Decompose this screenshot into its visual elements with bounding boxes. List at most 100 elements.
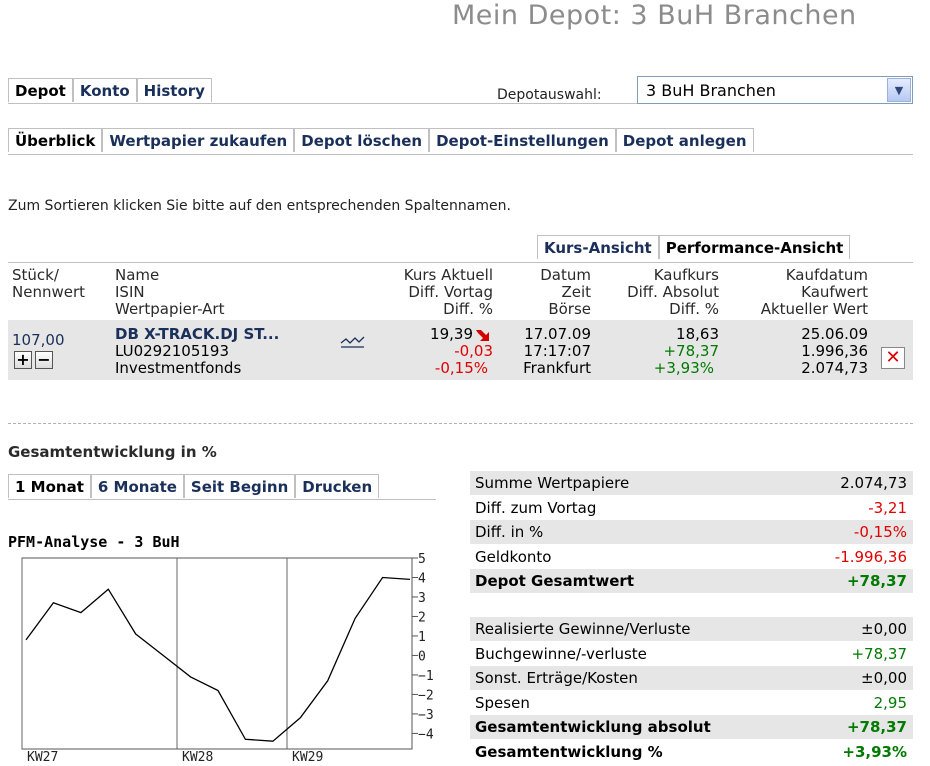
header-name[interactable]: Name ISIN Wertpapier-Art <box>115 267 224 318</box>
tab-depot-loeschen[interactable]: Depot löschen <box>294 128 430 152</box>
summary-label: Sonst. Erträge/Kosten <box>475 669 638 687</box>
sort-hint: Zum Sortieren klicken Sie bitte auf den … <box>8 198 511 214</box>
header-stueck[interactable]: Stück/ Nennwert <box>12 267 85 301</box>
tab-performance-ansicht[interactable]: Performance-Ansicht <box>658 235 851 259</box>
header-isin-line: ISIN <box>115 283 145 301</box>
pfm-chart: KW27 KW28 KW29 5 4 3 2 1 0 −1 −2 −3 −4 <box>21 552 434 764</box>
main-tabs: Depot Konto History <box>8 78 212 102</box>
main-tabs-divider <box>8 103 910 104</box>
summary-label: Gesamtentwicklung % <box>475 742 663 761</box>
summary-value: ±0,00 <box>861 620 907 638</box>
page-title: Mein Depot: 3 BuH Branchen <box>452 0 857 31</box>
row-kaufdatum: 25.06.09 <box>801 325 868 343</box>
summary-label: Diff. zum Vortag <box>475 498 597 517</box>
depot-select[interactable]: 3 BuH Branchen ▼ <box>637 76 913 104</box>
row-name-link[interactable]: DB X-TRACK.DJ ST... <box>115 325 280 343</box>
header-diff-absolut-line: Diff. Absolut <box>627 283 719 301</box>
summary-row: Gesamtentwicklung absolut +78,37 <box>470 715 913 739</box>
summary-value: -0,15% <box>853 523 907 541</box>
summary-row: Realisierte Gewinne/Verluste ±0,00 <box>470 617 913 641</box>
header-kaufkurs-line: Kaufkurs <box>653 266 719 284</box>
row-isin: LU0292105193 <box>115 342 230 360</box>
view-tabs-divider <box>8 262 913 263</box>
tab-seit-beginn[interactable]: Seit Beginn <box>183 474 296 498</box>
chart-y-tick-label: 5 <box>418 552 426 567</box>
row-kurs: 19,39 <box>430 325 473 343</box>
summary-row: Buchgewinne/-verluste +78,37 <box>470 642 913 666</box>
minus-button[interactable]: − <box>35 351 53 369</box>
summary-row: Summe Wertpapiere 2.074,73 <box>470 471 913 495</box>
section-divider <box>8 423 913 424</box>
table-row <box>8 320 913 380</box>
sub-tabs-divider <box>8 154 913 155</box>
chart-y-tick-label: −2 <box>418 688 434 703</box>
header-diff-pct2-line: Diff. % <box>669 300 719 318</box>
row-aktueller-wert: 2.074,73 <box>801 359 868 377</box>
row-art: Investmentfonds <box>115 359 242 377</box>
header-nennwert-line: Nennwert <box>12 283 86 301</box>
tab-kurs-ansicht[interactable]: Kurs-Ansicht <box>537 235 659 259</box>
chart-y-tick-label: 3 <box>418 591 426 606</box>
summary-label: Realisierte Gewinne/Verluste <box>475 620 691 638</box>
header-kaufdatum[interactable]: Kaufdatum Kaufwert Aktueller Wert <box>730 267 868 318</box>
summary-value: 2,95 <box>873 693 907 712</box>
summary-label: Gesamtentwicklung absolut <box>475 718 711 736</box>
tab-depot-einstellungen[interactable]: Depot-Einstellungen <box>429 128 616 152</box>
header-boerse-line: Börse <box>548 300 591 318</box>
summary-value: +78,37 <box>846 718 907 736</box>
tab-ueberblick[interactable]: Überblick <box>8 128 103 152</box>
row-diff-vortag: -0,03 <box>454 342 493 360</box>
period-tabs: 1 Monat 6 Monate Seit Beginn Drucken <box>8 474 380 498</box>
row-datum: 17.07.09 <box>524 325 591 343</box>
chart-x-tick-label: KW28 <box>182 750 213 764</box>
header-name-line: Name <box>115 266 160 284</box>
summary-row: Sonst. Erträge/Kosten ±0,00 <box>470 666 913 690</box>
gesamt-heading: Gesamtentwicklung in % <box>8 443 217 461</box>
header-diff-vortag-line: Diff. Vortag <box>408 283 493 301</box>
summary-row: Gesamtentwicklung % +3,93% <box>470 740 913 764</box>
summary-label: Diff. in % <box>475 523 544 541</box>
summary-label: Depot Gesamtwert <box>475 572 634 590</box>
chevron-down-icon[interactable]: ▼ <box>887 78 911 102</box>
summary-value: -1.996,36 <box>834 547 907 566</box>
price-down-arrow-icon <box>475 328 491 342</box>
chart-y-tick-label: −3 <box>418 708 434 723</box>
summary-row: Geldkonto -1.996,36 <box>470 545 913 569</box>
header-datum[interactable]: Datum Zeit Börse <box>490 267 591 318</box>
summary-label: Geldkonto <box>475 547 552 566</box>
summary-row: Diff. zum Vortag -3,21 <box>470 496 913 520</box>
chart-y-tick-label: 2 <box>418 610 426 625</box>
summary-value: +3,93% <box>842 742 907 761</box>
summary-value: 2.074,73 <box>840 474 907 492</box>
row-diff-absolut: +78,37 <box>663 342 719 360</box>
header-kaufkurs[interactable]: Kaufkurs Diff. Absolut Diff. % <box>600 267 719 318</box>
header-diff-pct-line: Diff. % <box>443 300 493 318</box>
row-kaufkurs: 18,63 <box>676 325 719 343</box>
tab-history[interactable]: History <box>136 78 212 102</box>
header-zeit-line: Zeit <box>561 283 591 301</box>
tab-drucken[interactable]: Drucken <box>295 474 380 498</box>
row-diff-pct: -0,15% <box>434 359 488 377</box>
tab-wertpapier-zukaufen[interactable]: Wertpapier zukaufen <box>102 128 295 152</box>
depotauswahl-label: Depotauswahl: <box>497 87 602 103</box>
tab-konto[interactable]: Konto <box>72 78 137 102</box>
header-stueck-line: Stück/ <box>12 266 59 284</box>
delete-icon[interactable]: ✕ <box>881 347 905 369</box>
chart-y-tick-label: −1 <box>418 669 434 684</box>
tab-depot[interactable]: Depot <box>8 78 73 102</box>
plus-button[interactable]: + <box>14 351 32 369</box>
header-kurs[interactable]: Kurs Aktuell Diff. Vortag Diff. % <box>343 267 493 318</box>
summary-value: +78,37 <box>851 644 907 663</box>
chart-trend-icon[interactable] <box>339 333 367 351</box>
chart-y-tick-label: 0 <box>418 649 426 664</box>
tab-6-monate[interactable]: 6 Monate <box>90 474 184 498</box>
chart-y-tick-label: 1 <box>418 630 426 645</box>
summary-label: Spesen <box>475 693 530 712</box>
quantity-controls: + − <box>14 351 53 369</box>
header-art-line: Wertpapier-Art <box>115 300 225 318</box>
summary-row: Spesen 2,95 <box>470 691 913 715</box>
tab-depot-anlegen[interactable]: Depot anlegen <box>615 128 754 152</box>
row-zeit: 17:17:07 <box>523 342 591 360</box>
sub-tabs: Überblick Wertpapier zukaufen Depot lösc… <box>8 128 754 152</box>
tab-1-monat[interactable]: 1 Monat <box>8 474 91 498</box>
